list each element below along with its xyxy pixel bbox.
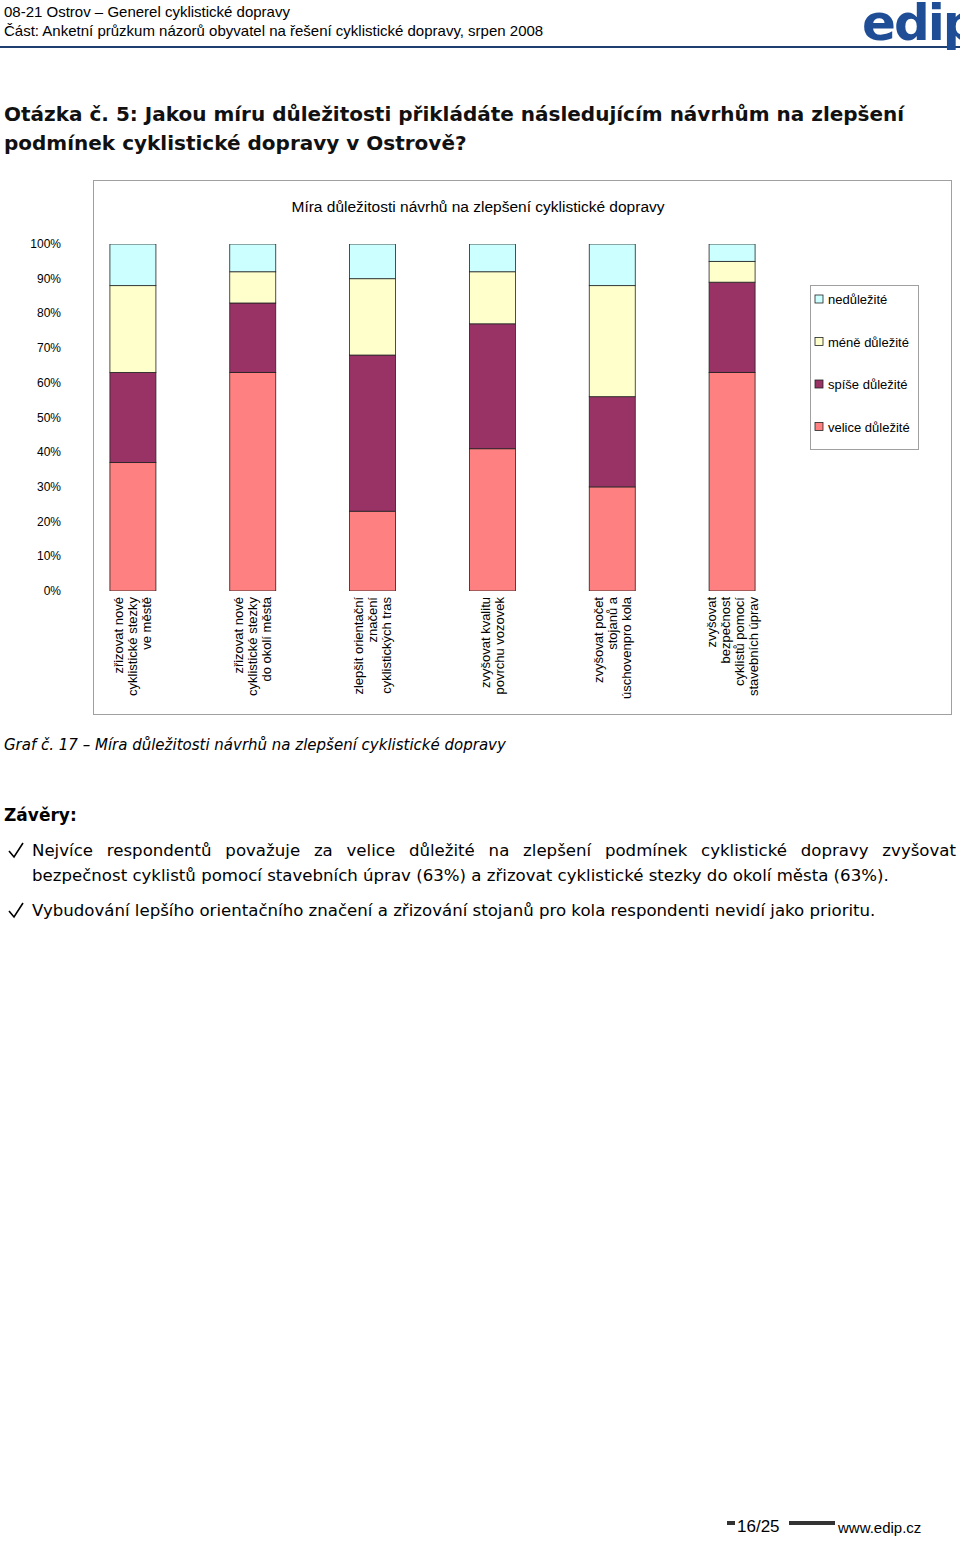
bar-segment xyxy=(350,355,396,511)
y-tick-label: 80% xyxy=(37,306,61,320)
check-icon xyxy=(9,843,23,857)
x-tick-label: zřizovat novécyklistické stezkydo okolí … xyxy=(231,596,274,696)
bar-segment xyxy=(709,372,755,591)
bars xyxy=(110,244,755,591)
bar-segment xyxy=(589,244,635,286)
bar-segment xyxy=(110,372,156,462)
x-tick-label: zvyšovat kvalitupovrchu vozovek xyxy=(478,597,507,695)
label-line: značení xyxy=(365,597,380,643)
bar-segment xyxy=(469,272,515,324)
label-line: zvyšovat počet xyxy=(591,597,606,683)
legend-swatch xyxy=(815,338,823,346)
bar-segment xyxy=(469,449,515,591)
y-tick-label: 90% xyxy=(37,272,61,286)
conclusions-title: Závěry: xyxy=(4,805,77,825)
label-line: povrchu vozovek xyxy=(492,597,507,695)
header-part: Část: Anketní průzkum názorů obyvatel na… xyxy=(4,22,543,39)
label-line: zvyšovat kvalitu xyxy=(478,597,493,688)
y-tick-label: 100% xyxy=(30,237,61,251)
bar-segment xyxy=(230,303,276,372)
label-line: cyklistů pomocí xyxy=(732,597,747,686)
label-line: zřizovat nové xyxy=(231,597,246,674)
header-rule xyxy=(0,46,960,48)
label-line: bezpečnost xyxy=(718,597,733,664)
label-line: cyklistických tras xyxy=(379,597,394,694)
bar-segment xyxy=(469,324,515,449)
legend-label: spíše důležité xyxy=(828,377,908,392)
bar-segment xyxy=(589,286,635,397)
question-heading: Otázka č. 5: Jakou míru důležitosti přik… xyxy=(4,100,956,158)
y-tick-label: 30% xyxy=(37,480,61,494)
bar-segment xyxy=(589,397,635,487)
y-tick-label: 40% xyxy=(37,445,61,459)
y-tick-label: 0% xyxy=(44,584,62,598)
label-line: stojanů a xyxy=(605,596,620,650)
bar-segment xyxy=(469,244,515,272)
legend-label: velice důležité xyxy=(828,420,910,435)
x-tick-label: zvyšovat početstojanů aúschovenpro kola xyxy=(591,596,634,699)
legend-label: nedůležité xyxy=(828,292,887,307)
label-line: zvyšovat xyxy=(704,597,719,648)
label-line: cyklistické stezky xyxy=(245,597,260,696)
check-icon xyxy=(9,903,23,917)
label-line: do okolí města xyxy=(259,596,274,681)
legend-swatch xyxy=(815,380,823,388)
footer-bar xyxy=(727,1521,735,1525)
bar-segment xyxy=(110,286,156,373)
logo: edip xyxy=(862,0,960,52)
page-number: 16/25 xyxy=(737,1517,780,1537)
chart-frame xyxy=(94,181,952,715)
bar-segment xyxy=(110,463,156,591)
bar-segment xyxy=(230,244,276,272)
legend-swatch xyxy=(815,295,823,303)
x-tick-label: zvyšovatbezpečnostcyklistů pomocístavebn… xyxy=(704,597,761,697)
label-line: ve městě xyxy=(139,597,154,650)
y-tick-label: 10% xyxy=(37,549,61,563)
y-tick-label: 60% xyxy=(37,376,61,390)
bar-segment xyxy=(350,244,396,279)
header-project: 08-21 Ostrov – Generel cyklistické dopra… xyxy=(4,3,290,20)
bar-segment xyxy=(709,244,755,261)
footer-bar xyxy=(789,1521,835,1525)
conclusion-item: Nejvíce respondentů považuje za velice d… xyxy=(32,838,956,888)
label-line: stavebních úprav xyxy=(746,597,761,697)
legend-swatch xyxy=(815,423,823,431)
bar-segment xyxy=(350,511,396,591)
bar-segment xyxy=(709,261,755,282)
chart-title: Míra důležitosti návrhů na zlepšení cykl… xyxy=(291,198,664,215)
page-graphics: Míra důležitosti návrhů na zlepšení cykl… xyxy=(0,0,960,1541)
y-tick-label: 70% xyxy=(37,341,61,355)
figure-caption: Graf č. 17 – Míra důležitosti návrhů na … xyxy=(4,736,506,754)
legend-label: méně důležité xyxy=(828,335,909,350)
x-tick-label: zřizovat novécyklistické stezkyve městě xyxy=(111,597,154,696)
bar-segment xyxy=(350,279,396,355)
label-line: cyklistické stezky xyxy=(125,597,140,696)
label-line: zřizovat nové xyxy=(111,597,126,674)
legend-box xyxy=(811,286,919,450)
bar-segment xyxy=(230,272,276,303)
bar-segment xyxy=(110,244,156,286)
conclusion-item: Vybudování lepšího orientačního značení … xyxy=(32,898,956,923)
y-tick-label: 50% xyxy=(37,411,61,425)
y-tick-label: 20% xyxy=(37,515,61,529)
bar-segment xyxy=(709,282,755,372)
bar-segment xyxy=(230,372,276,591)
label-line: zlepšit orientační xyxy=(351,597,366,695)
bar-segment xyxy=(589,487,635,591)
label-line: úschovenpro kola xyxy=(619,596,634,699)
footer-url: www.edip.cz xyxy=(838,1519,921,1536)
x-tick-label: zlepšit orientačníznačenícyklistických t… xyxy=(351,597,394,695)
